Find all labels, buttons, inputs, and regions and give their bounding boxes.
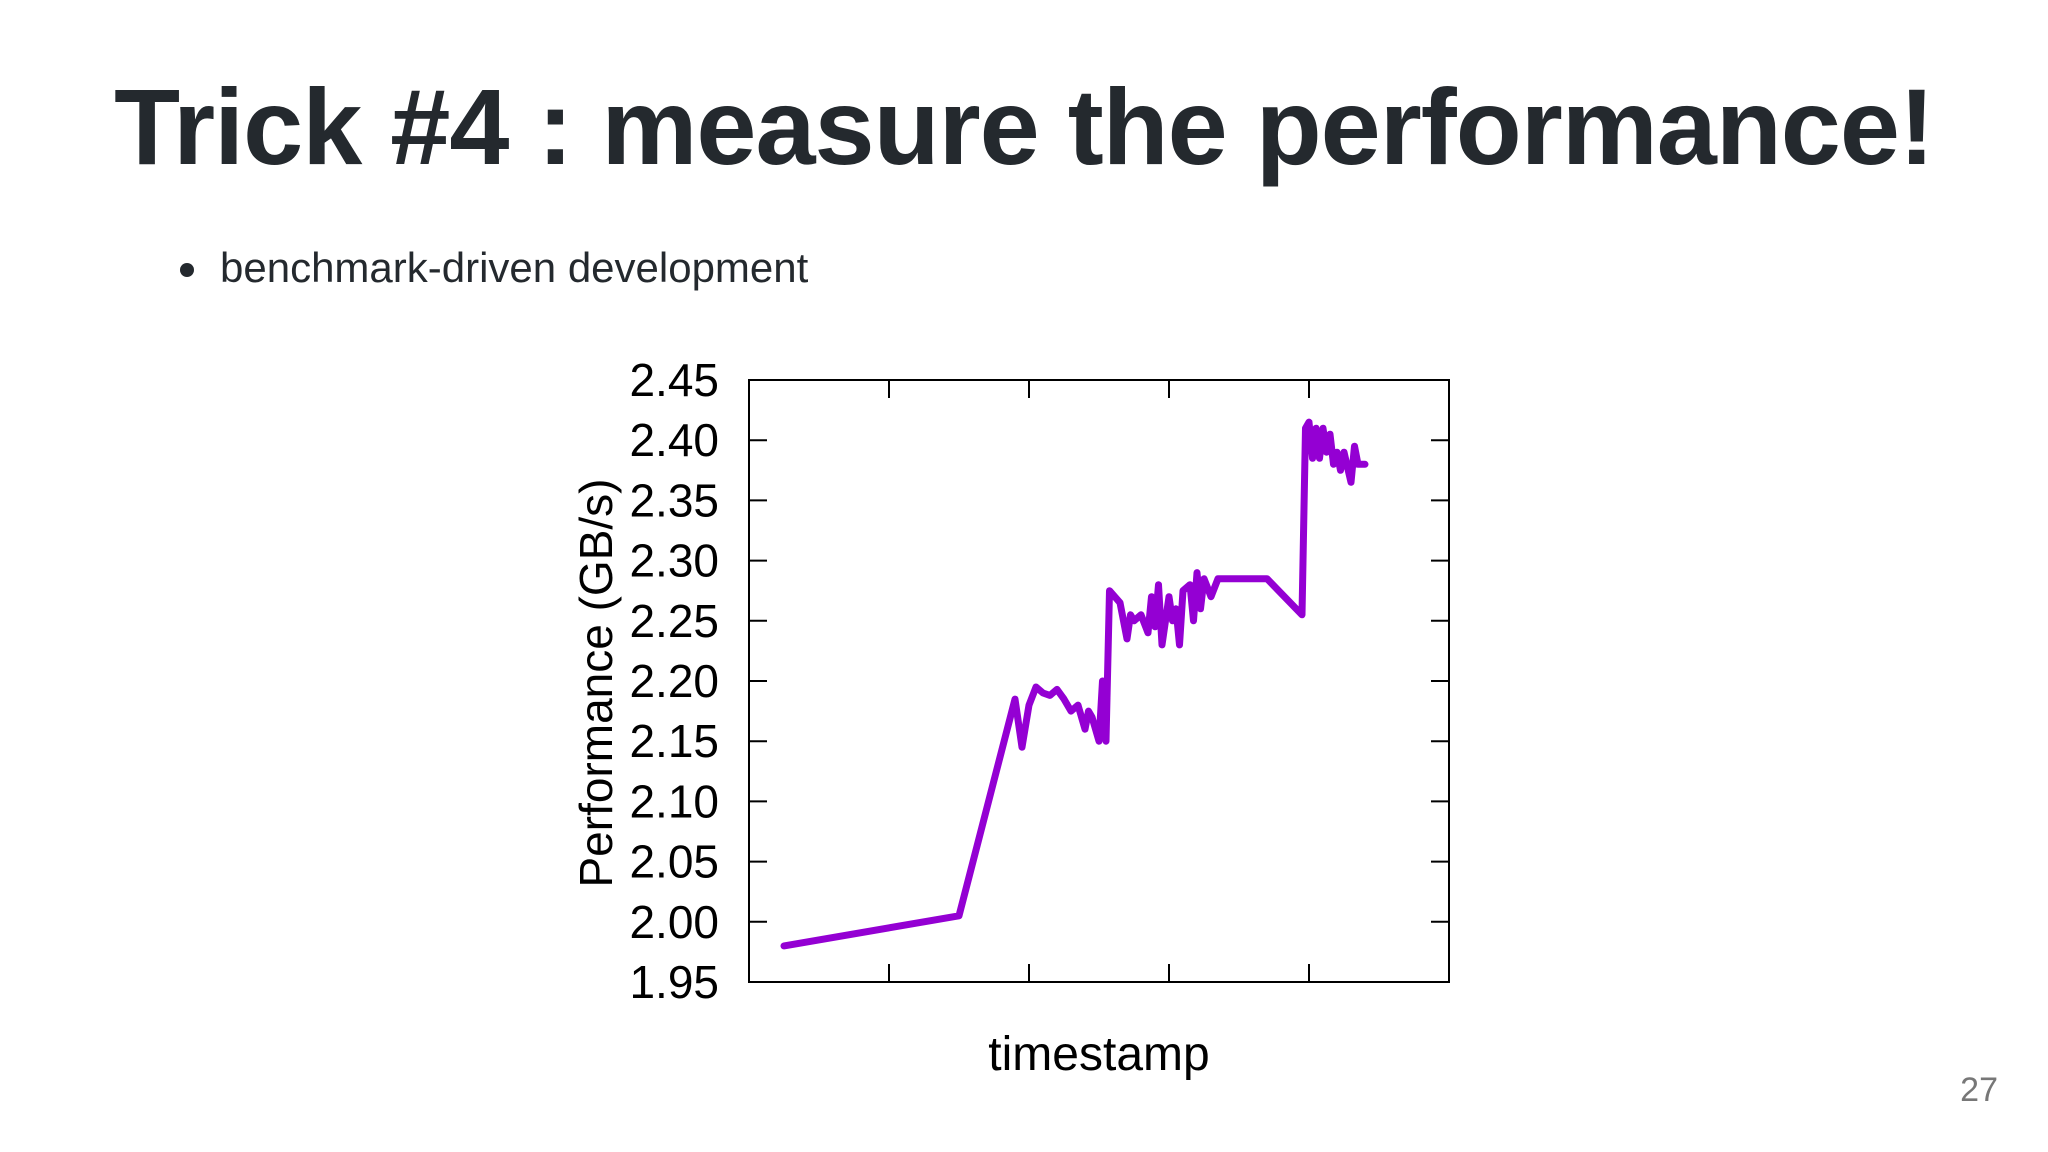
data-point [1161, 644, 1163, 646]
data-point [1336, 451, 1338, 453]
data-point [1350, 481, 1352, 483]
data-point [1354, 445, 1355, 447]
data-point [1266, 578, 1268, 580]
bullet-text: benchmark-driven development [220, 244, 809, 291]
data-point [1109, 590, 1110, 592]
data-point [1063, 698, 1065, 700]
data-point [1343, 451, 1345, 453]
data-point [1042, 692, 1044, 694]
data-point [1322, 427, 1324, 429]
data-point [1179, 644, 1180, 646]
data-point [1151, 596, 1152, 598]
y-tick-label: 2.45 [629, 354, 719, 406]
data-point [1168, 596, 1170, 598]
x-axis-label: timestamp [988, 1028, 1209, 1081]
data-point [1326, 451, 1327, 453]
data-point [1217, 578, 1219, 580]
data-point [1301, 614, 1303, 616]
page-number: 27 [1960, 1071, 1998, 1109]
data-point [1021, 746, 1023, 748]
data-point [1098, 740, 1100, 742]
data-point [1126, 638, 1128, 640]
data-point [783, 945, 785, 947]
data-point [1189, 584, 1191, 586]
data-point [1238, 578, 1240, 580]
data-point [1154, 626, 1156, 628]
data-point [1070, 710, 1072, 712]
y-tick-label: 2.40 [629, 414, 719, 466]
data-point [1147, 632, 1149, 634]
bullet-list: benchmark-driven development [180, 238, 808, 298]
y-tick-label: 2.00 [629, 896, 719, 948]
y-tick-label: 2.15 [629, 715, 719, 767]
data-point [1119, 602, 1121, 604]
y-axis-label: Performance (GB/s) [570, 479, 622, 888]
data-point [1340, 469, 1341, 471]
y-tick-label: 2.30 [629, 535, 719, 587]
data-point [1200, 608, 1201, 610]
data-point [1364, 463, 1366, 465]
data-point [1308, 421, 1310, 423]
data-point [1158, 584, 1159, 586]
data-point [1091, 716, 1093, 718]
data-point [1088, 710, 1089, 712]
data-point [1329, 433, 1331, 435]
series-line [780, 418, 1369, 950]
data-point [1077, 704, 1079, 706]
data-point [1049, 694, 1051, 696]
y-tick-label: 2.20 [629, 655, 719, 707]
data-point [1315, 427, 1317, 429]
data-point [1210, 596, 1212, 598]
data-point [1193, 620, 1194, 622]
data-point [1105, 740, 1107, 742]
data-point [1102, 680, 1103, 682]
y-tick-label: 2.10 [629, 775, 719, 827]
data-point [1175, 608, 1177, 610]
data-point [1035, 686, 1037, 688]
data-point [1203, 578, 1205, 580]
data-point [958, 915, 960, 917]
data-point [1056, 688, 1058, 690]
bullet-dot-icon [180, 263, 194, 277]
chart-svg: 1.95 2.00 2.05 2.10 2.15 2.20 2.25 2.30 2.35 2.40… [570, 354, 1450, 1081]
y-tick-label: 1.95 [629, 956, 719, 1008]
data-point [1196, 572, 1198, 574]
data-point [1172, 620, 1173, 622]
data-point [1305, 427, 1306, 429]
data-point [1140, 614, 1142, 616]
slide-title: Trick #4 : measure the performance! [114, 66, 1935, 187]
data-point [1319, 457, 1320, 459]
y-tick-label: 2.25 [629, 595, 719, 647]
y-tick-label: 2.35 [629, 474, 719, 526]
data-point [1333, 463, 1334, 465]
data-point [1357, 463, 1359, 465]
data-point [1130, 614, 1131, 616]
data-point [1312, 457, 1313, 459]
performance-chart: 1.95 2.00 2.05 2.10 2.15 2.20 2.25 2.30 2.35 2.40… [540, 340, 1500, 1120]
bullet-item: benchmark-driven development [180, 238, 808, 298]
data-point [1133, 620, 1135, 622]
data-point [1182, 590, 1184, 592]
data-point [1084, 728, 1086, 730]
y-tick-label: 2.05 [629, 836, 719, 888]
data-point [1014, 698, 1016, 700]
data-point [1028, 704, 1030, 706]
